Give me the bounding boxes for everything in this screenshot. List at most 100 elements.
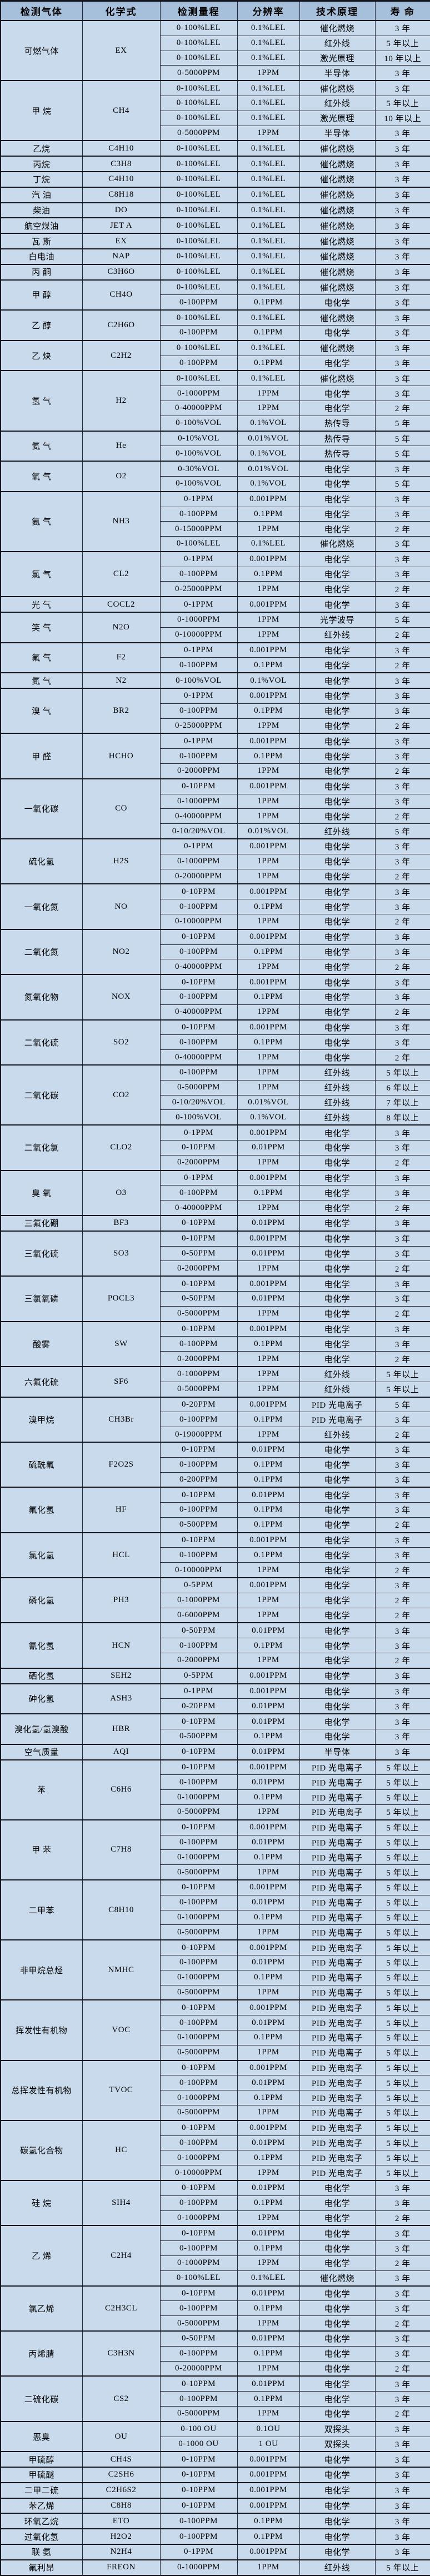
principle-cell: 电化学 — [299, 748, 376, 764]
principle-cell: 电化学 — [299, 1667, 376, 1684]
resolution-cell: 0.1PPM — [237, 657, 300, 673]
gas-name-cell: 氧 气 — [0, 461, 83, 492]
range-cell: 0-100%VOL — [159, 446, 238, 462]
resolution-cell: 0.1%LEL — [237, 50, 300, 66]
resolution-cell: 0.001PPM — [237, 1019, 300, 1036]
table-row: 0-500PPM 0.1PPM 电化学 2 年 — [1, 1517, 430, 1533]
resolution-cell: 0.01PPM — [237, 2225, 300, 2242]
table-row: 0-40000PPM 1PPM 电化学 2 年 — [1, 1004, 430, 1021]
table-row: 0-100PPM 0.1PPM 电化学 3 年 — [1, 899, 430, 915]
lifespan-cell: 3 年 — [374, 2482, 430, 2499]
lifespan-cell: 5 年以上 — [374, 95, 430, 111]
resolution-cell: 0.01%VOL — [237, 823, 300, 839]
resolution-cell: 0.1PPM — [237, 1336, 300, 1352]
resolution-cell: 1PPM — [237, 1351, 300, 1367]
resolution-cell: 1PPM — [237, 581, 300, 597]
lifespan-cell: 5 年以上 — [374, 1999, 430, 2016]
range-cell: 0-500PPM — [159, 1729, 238, 1745]
range-cell: 0-2000PPM — [159, 1261, 238, 1277]
table-row: 乙烷 C4H10 0-100%LEL 0.1%LEL 催化燃烧 3 年 — [0, 140, 430, 157]
lifespan-cell: 3 年 — [374, 944, 430, 960]
principle-cell: 电化学 — [299, 1532, 376, 1548]
lifespan-cell: 3 年 — [374, 1729, 430, 1745]
range-cell: 0-100%VOL — [159, 476, 238, 492]
resolution-cell: 0.1%LEL — [237, 2270, 300, 2287]
range-cell: 0-100%LEL — [159, 95, 238, 111]
column-header-1: 化学式 — [82, 1, 161, 21]
principle-cell: PID 光电离子 — [299, 2150, 376, 2166]
principle-cell: 电化学 — [299, 1320, 376, 1337]
lifespan-cell: 3 年 — [374, 2270, 430, 2287]
table-row: 汽 油 C8H18 0-100%LEL 0.1%LEL 催化燃烧 3 年 — [0, 186, 430, 203]
principle-cell: 红外线 — [299, 1381, 376, 1398]
lifespan-cell: 3 年 — [374, 171, 430, 188]
principle-cell: 催化燃烧 — [299, 339, 376, 356]
lifespan-cell: 5 年以上 — [374, 2075, 430, 2091]
principle-cell: 电化学 — [299, 838, 376, 854]
range-cell: 0-1PPM — [159, 733, 238, 749]
range-cell: 0-20PPM — [159, 1698, 238, 1714]
table-row: 二硫化碳 CS2 0-10PPM 0.01PPM 电化学 3 年 — [0, 2375, 430, 2422]
resolution-cell: 0.001PPM — [237, 1276, 300, 1292]
principle-cell: 电化学 — [299, 1019, 376, 1036]
resolution-cell: 0.1PPM — [237, 1502, 300, 1518]
lifespan-cell: 2 年 — [374, 1653, 430, 1669]
resolution-cell: 1PPM — [237, 612, 300, 628]
resolution-cell: 1PPM — [237, 718, 300, 734]
table-row: 磷化氢 PH3 0-5PPM 0.001PPM 电化学 3 年 — [0, 1577, 430, 1623]
resolution-cell: 0.01PPM — [237, 1834, 300, 1850]
lifespan-cell: 3 年 — [374, 217, 430, 234]
range-cell: 0-5000PPM — [159, 65, 238, 81]
table-row: 0-100%VOL 0.1%VOL 热传导 5 年 — [1, 446, 430, 462]
table-row: 酸雾 SW 0-10PPM 0.001PPM 电化学 3 年 — [0, 1320, 430, 1367]
range-cell: 0-1000PPM — [159, 2210, 238, 2226]
gas-name-cell: 挥发性有机物 — [0, 1999, 83, 2061]
principle-cell: 热传导 — [299, 415, 376, 432]
gas-name-cell: 六氟化硫 — [0, 1365, 83, 1398]
table-row: 瓦 斯 EX 0-100%LEL 0.1%LEL 催化燃烧 3 年 — [0, 233, 430, 249]
lifespan-cell: 3 年 — [374, 1139, 430, 1156]
header-row: 检测气体 化学式 检测量程 分辨率 技术原理寿 命 — [0, 1, 430, 21]
formula-cell: C2SH6 — [82, 2467, 161, 2483]
table-row: 0-2000PPM 1PPM 电化学 2 年 — [1, 763, 430, 779]
table-row: 0-5000PPM 1PPM 电化学 2 年 — [1, 2405, 430, 2422]
lifespan-cell: 5 年以上 — [374, 1894, 430, 1910]
table-row: 氢 气 H2 0-100%LEL 0.1%LEL 催化燃烧 3 年 — [0, 370, 430, 432]
lifespan-cell: 3 年 — [374, 1457, 430, 1473]
formula-cell: OU — [82, 2420, 161, 2452]
lifespan-cell: 3 年 — [374, 642, 430, 658]
resolution-cell: 0.1PPM — [237, 1969, 300, 1985]
table-row: 溴 气 BR2 0-1PPM 0.001PPM 电化学 3 年 — [0, 688, 430, 734]
table-row: 0-1000PPM 1PPM 电化学 3 年 — [1, 793, 430, 809]
principle-cell: 半导体 — [299, 1743, 376, 1760]
lifespan-cell: 3 年 — [374, 1214, 430, 1232]
range-cell: 0-100PPM — [159, 1834, 238, 1850]
gas-name-cell: 光 气 — [0, 596, 83, 613]
principle-cell: 电化学 — [299, 2195, 376, 2211]
resolution-cell: 1PPM — [237, 2315, 300, 2332]
principle-cell: 催化燃烧 — [299, 263, 376, 281]
formula-cell: HC — [82, 2119, 161, 2181]
range-cell: 0-100%LEL — [159, 171, 238, 188]
table-row: 甲 烷 CH4 0-100%LEL 0.1%LEL 催化燃烧 3 年 — [0, 80, 430, 141]
gas-name-cell: 乙 醇 — [0, 309, 83, 341]
formula-cell: F2O2S — [82, 1441, 161, 1488]
gas-name-cell: 三氯氧磷 — [0, 1276, 83, 1322]
resolution-cell: 0.001PPM — [237, 596, 300, 613]
lifespan-cell: 3 年 — [374, 778, 430, 794]
gas-name-cell: 丙 酮 — [0, 263, 83, 281]
gas-name-cell: 甲 苯 — [0, 1819, 83, 1880]
lifespan-cell: 3 年 — [374, 2497, 430, 2514]
resolution-cell: 1PPM — [237, 1653, 300, 1669]
gas-name-cell: 柴油 — [0, 202, 83, 218]
formula-cell: NO — [82, 883, 161, 930]
resolution-cell: 1PPM — [237, 868, 300, 884]
range-cell: 0-10PPM — [159, 1819, 238, 1835]
gas-name-cell: 臭 氧 — [0, 1169, 83, 1216]
resolution-cell: 0.1PPM — [237, 2528, 300, 2545]
resolution-cell: 0.1%LEL — [237, 110, 300, 126]
resolution-cell: 0.001PPM — [237, 974, 300, 991]
principle-cell: 催化燃烧 — [299, 248, 376, 265]
resolution-cell: 1PPM — [237, 1592, 300, 1608]
